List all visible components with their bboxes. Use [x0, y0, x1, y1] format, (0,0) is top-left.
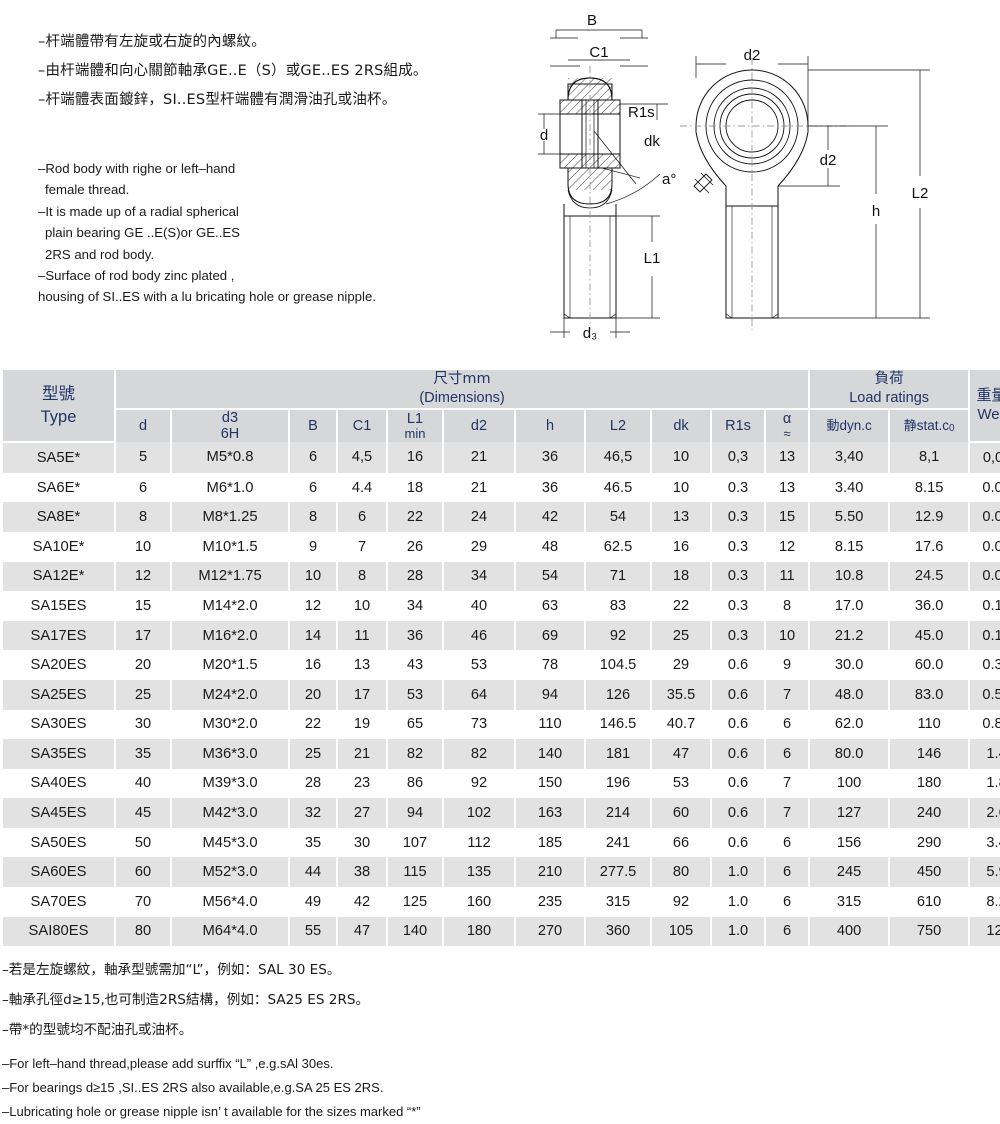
header-col-h: h — [515, 408, 586, 443]
english-desc-line: female thread. — [45, 182, 130, 198]
english-desc-line: –It is made up of a radial spherical — [38, 203, 239, 219]
drawing-label-d2-outer: d2 — [744, 47, 761, 64]
header-weight-cn: 重量kg — [976, 386, 1000, 405]
header-type: 型號 Type — [3, 370, 116, 444]
description-zone: –杆端體帶有左旋或右旋的內螺紋。 –由杆端體和向心關節軸承GE..E（S）或GE… — [0, 0, 540, 352]
drawing-label-d: d — [540, 127, 548, 144]
header-load-cn: 負荷 — [874, 371, 904, 387]
header-col-stat: 静stat.c0 — [889, 408, 971, 443]
table-row: SA40ES 40 M39*3.0 28 23 86 92 150 196 53 0.6 7 100 18… — [3, 768, 1000, 799]
header-col-R1s: R1s — [711, 408, 766, 443]
header-weight: 重量kg Weight — [969, 370, 1000, 444]
drawing-label-dk: dk — [644, 133, 660, 150]
header-col-L2: L2 — [585, 408, 652, 443]
specification-table: 型號 Type 尺寸mm (Dimensions) 負荷 Load rating… — [3, 370, 1000, 947]
header-weight-en: Weight — [977, 406, 1000, 424]
header-dimensions-group: 尺寸mm (Dimensions) — [115, 370, 811, 410]
english-footnotes: –For left–hand thread,please add surffix… — [0, 1052, 1000, 1124]
english-desc-line: –Rod body with righe or left–hand — [38, 161, 236, 176]
chinese-footnotes: –若是左旋螺紋，軸承型號需加“L”，例如：SAL 30 ES。 –軸承孔徑d≥1… — [0, 955, 1000, 1045]
header-load-en: Load ratings — [849, 389, 930, 406]
header-type-cn: 型號 — [42, 384, 75, 404]
table-row: SA5E* 5 M5*0.8 6 4,5 16 21 36 46,5 10 0,3 13 3,40 8,1… — [3, 442, 1000, 473]
technical-drawing: B C1 d R1s dk a° L1 d₃ d2 d2 L2 h — [520, 8, 1000, 348]
header-col-d3: d3 6H — [171, 408, 290, 443]
drawing-label-d3: d₃ — [583, 325, 597, 342]
chinese-desc-line: –杆端體表面鍍鋅，SI..ES型杆端體有潤滑油孔或油杯。 — [38, 92, 397, 108]
table-row: SA70ES 70 M56*4.0 49 42 125 160 235 315 92 1.0 6 315… — [3, 887, 1000, 917]
table-row: SA10E* 10 M10*1.5 9 7 26 29 48 62.5 16 0.3 12 8.15 17… — [3, 531, 1000, 562]
table-body: SA5E* 5 M5*0.8 6 4,5 16 21 36 46,5 10 0,3 13 3,40 8,1… — [3, 442, 1000, 947]
drawing-label-C1: C1 — [589, 44, 608, 61]
header-type-en: Type — [40, 407, 77, 426]
drawing-label-L2: L2 — [912, 185, 929, 202]
header-col-d: d — [115, 408, 172, 443]
footnote-en: –For left–hand thread,please add surffix… — [2, 1056, 334, 1071]
header-dimensions-en: (Dimensions) — [419, 389, 505, 406]
header-col-B: B — [289, 408, 338, 443]
header-col-alpha: α ≈ — [765, 408, 811, 443]
table-header-row-sub: d d3 6H B C1 L1 min — [3, 408, 1000, 443]
header-col-L1: L1 min — [387, 408, 444, 443]
drawing-label-L1: L1 — [644, 250, 661, 267]
english-desc-line: –Surface of rod body zinc plated , — [38, 268, 235, 284]
footnote-cn: –軸承孔徑d≥15,也可制造2RS結構，例如：SA25 ES 2RS。 — [2, 992, 370, 1008]
drawing-label-B: B — [587, 12, 597, 29]
table-row: SA50ES 50 M45*3.0 35 30 107 112 185 241 66 0.6 6 156… — [3, 827, 1000, 858]
table-row: SA15ES 15 M14*2.0 12 10 34 40 63 83 22 0.3 8 17.0 36.… — [3, 591, 1000, 621]
drawing-label-alpha: a° — [662, 171, 676, 188]
table-row: SA6E* 6 M6*1.0 6 4.4 18 21 36 46.5 10 0.3 13 3.40 8.1… — [3, 472, 1000, 503]
footnote-en: –For bearings d≥15 ,SI..ES 2RS also avai… — [2, 1080, 384, 1095]
header-col-d2: d2 — [443, 408, 516, 443]
english-description-block: –Rod body with righe or left–hand female… — [38, 158, 528, 308]
chinese-description-block: –杆端體帶有左旋或右旋的內螺紋。 –由杆端體和向心關節軸承GE..E（S）或GE… — [38, 28, 518, 115]
footnote-cn: –若是左旋螺紋，軸承型號需加“L”，例如：SAL 30 ES。 — [2, 962, 341, 978]
english-desc-line: housing of SI..ES with a lu bricating ho… — [38, 289, 376, 305]
chinese-desc-line: –杆端體帶有左旋或右旋的內螺紋。 — [38, 34, 266, 50]
table-row: SA35ES 35 M36*3.0 25 21 82 82 140 181 47 0.6 6 80.0 1… — [3, 739, 1000, 769]
footnote-en: –Lubricating hole or grease nipple isn’ … — [2, 1104, 421, 1119]
table-row: SA30ES 30 M30*2.0 22 19 65 73 110 146.5 40.7 0.6 6 6… — [3, 709, 1000, 740]
english-desc-line: plain bearing GE ..E(S)or GE..ES — [45, 225, 240, 241]
drawing-label-R1s: R1s — [628, 104, 655, 121]
header-col-C1: C1 — [337, 408, 388, 443]
table-row: SA45ES 45 M42*3.0 32 27 94 102 163 214 60 0.6 7 127 2… — [3, 798, 1000, 828]
header-col-dyn: 動dyn.c — [809, 408, 891, 443]
header-load-group: 負荷 Load ratings — [809, 370, 971, 410]
table-row: SA20ES 20 M20*1.5 16 13 43 53 78 104.5 29 0.6 9 30.0… — [3, 650, 1000, 680]
table-row: SA60ES 60 M52*3.0 44 38 115 135 210 277.5 80 1.0 6 2… — [3, 857, 1000, 888]
header-col-dk: dk — [651, 408, 712, 443]
chinese-desc-line: –由杆端體和向心關節軸承GE..E（S）或GE..ES 2RS組成。 — [38, 63, 428, 79]
header-dimensions-cn: 尺寸mm — [433, 371, 491, 387]
table-row: SA8E* 8 M8*1.25 8 6 22 24 42 54 13 0.3 15 5.50 12.9 0.… — [3, 502, 1000, 532]
drawing-label-d2-inner: d2 — [820, 152, 837, 169]
table-row: SAI80ES 80 M64*4.0 55 47 140 180 270 360 105 1.0 6 4… — [3, 916, 1000, 947]
english-desc-line: 2RS and rod body. — [45, 246, 154, 262]
specification-table-zone: 型號 Type 尺寸mm (Dimensions) 負荷 Load rating… — [3, 370, 1000, 947]
table-row: SA12E* 12 M12*1.75 10 8 28 34 54 71 18 0.3 11 10.8 24… — [3, 561, 1000, 592]
footnote-cn: –帶*的型號均不配油孔或油杯。 — [2, 1022, 193, 1038]
drawing-label-h: h — [872, 203, 880, 220]
table-row: SA25ES 25 M24*2.0 20 17 53 64 94 126 35.5 0.6 7 48.0… — [3, 679, 1000, 710]
table-row: SA17ES 17 M16*2.0 14 11 36 46 69 92 25 0.3 10 21.2 45… — [3, 620, 1000, 651]
table-header-row-group: 型號 Type 尺寸mm (Dimensions) 負荷 Load rating… — [3, 370, 1000, 444]
